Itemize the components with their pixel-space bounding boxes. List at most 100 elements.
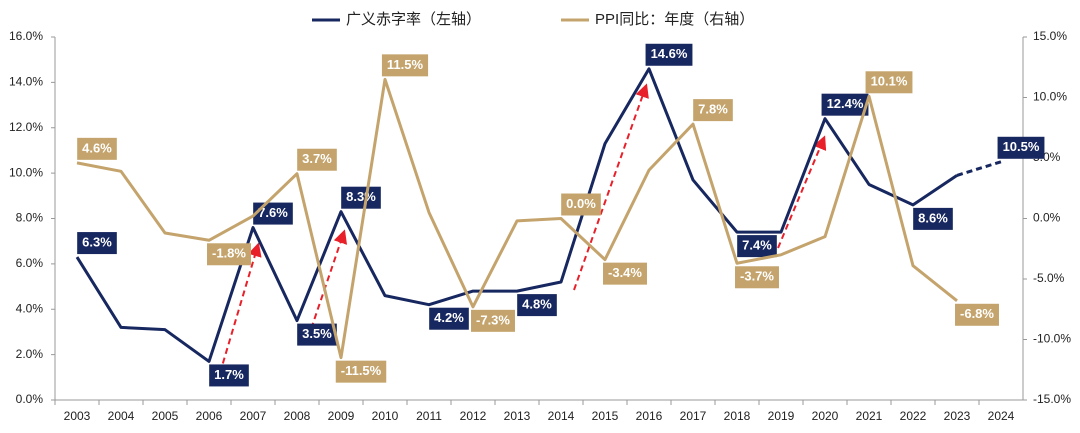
- x-tick-label: 2014: [548, 409, 575, 423]
- data-label-box: [955, 303, 999, 326]
- data-label: 11.5%: [381, 54, 429, 77]
- x-tick-label: 2013: [504, 409, 531, 423]
- data-label-box: [77, 232, 117, 255]
- arrow: [777, 135, 827, 249]
- data-label: -3.4%: [603, 262, 647, 285]
- data-label-box: [381, 54, 429, 77]
- data-label-box: [735, 266, 779, 289]
- data-label-box: [297, 148, 337, 171]
- data-label: 4.8%: [517, 294, 557, 317]
- data-label-box: [77, 137, 117, 160]
- data-label: -1.8%: [207, 243, 251, 266]
- x-tick-label: 2008: [284, 409, 311, 423]
- data-label: 1.7%: [209, 364, 249, 387]
- x-tick-label: 2018: [724, 409, 751, 423]
- data-label-box: [471, 309, 515, 332]
- data-label-box: [913, 207, 953, 230]
- data-label-text: -1.8%: [212, 246, 246, 261]
- data-label-text: 8.3%: [346, 189, 376, 204]
- x-tick-label: 2020: [812, 409, 839, 423]
- data-label-box: [207, 243, 251, 266]
- data-label: 3.5%: [297, 323, 337, 346]
- data-label: -3.7%: [735, 266, 779, 289]
- data-label-text: -11.5%: [341, 363, 382, 378]
- y-tick-label: 6.0%: [16, 256, 44, 270]
- data-label-text: 4.2%: [434, 310, 464, 325]
- data-label-text: 7.6%: [258, 205, 288, 220]
- data-label: 4.6%: [77, 137, 117, 160]
- data-label: -7.3%: [471, 309, 515, 332]
- legend-label: 广义赤字率（左轴）: [346, 11, 481, 28]
- data-label-box: [645, 43, 693, 66]
- data-label-box: [209, 364, 249, 387]
- x-tick-label: 2024: [988, 409, 1015, 423]
- data-label-text: 4.8%: [522, 297, 552, 312]
- series-line: [956, 160, 1002, 177]
- data-label-text: 6.3%: [82, 235, 112, 250]
- y2-tick-label: -5.0%: [1033, 271, 1065, 285]
- data-label-text: 10.1%: [871, 74, 908, 89]
- data-label-box: [517, 294, 557, 317]
- data-label: -6.8%: [955, 303, 999, 326]
- data-label: 8.6%: [913, 207, 953, 230]
- data-label-box: [997, 136, 1045, 159]
- data-label-text: 3.5%: [302, 326, 332, 341]
- arrow: [307, 229, 348, 339]
- data-label-text: 7.4%: [742, 238, 772, 253]
- y-tick-label: 16.0%: [9, 29, 43, 43]
- x-tick-label: 2005: [152, 409, 179, 423]
- legend-label: PPI同比：年度（右轴）: [595, 11, 754, 28]
- y-tick-label: 0.0%: [16, 392, 44, 406]
- data-label-box: [821, 93, 869, 116]
- data-label-text: 10.5%: [1003, 139, 1040, 154]
- data-label-box: [693, 99, 733, 122]
- data-label: 10.5%: [997, 136, 1045, 159]
- data-label-box: [335, 360, 387, 383]
- x-tick-label: 2019: [768, 409, 795, 423]
- data-label: 8.3%: [341, 186, 381, 209]
- data-label-text: -3.4%: [608, 265, 642, 280]
- data-label-text: 7.8%: [698, 102, 728, 117]
- x-tick-label: 2004: [108, 409, 135, 423]
- data-label-text: -7.3%: [476, 312, 510, 327]
- x-tick-label: 2010: [372, 409, 399, 423]
- x-tick-label: 2003: [64, 409, 91, 423]
- y-tick-label: 2.0%: [16, 347, 44, 361]
- y2-tick-label: 10.0%: [1033, 90, 1067, 104]
- y-tick-label: 4.0%: [16, 301, 44, 315]
- data-label-text: 0.0%: [566, 196, 596, 211]
- arrow: [219, 242, 262, 374]
- data-label-text: -6.8%: [960, 306, 994, 321]
- x-tick-label: 2012: [460, 409, 487, 423]
- data-label-text: 4.6%: [82, 140, 112, 155]
- data-label-box: [429, 307, 469, 330]
- x-tick-label: 2015: [592, 409, 619, 423]
- data-label-text: 1.7%: [214, 367, 244, 382]
- data-label: 14.6%: [645, 43, 693, 66]
- data-label: 6.3%: [77, 232, 117, 255]
- data-label-text: 12.4%: [827, 96, 864, 111]
- series-line: [76, 77, 958, 360]
- x-tick-label: 2022: [900, 409, 927, 423]
- y2-tick-label: -15.0%: [1033, 392, 1071, 406]
- x-tick-label: 2016: [636, 409, 663, 423]
- x-tick-label: 2023: [944, 409, 971, 423]
- data-label-text: 3.7%: [302, 151, 332, 166]
- data-label-box: [865, 71, 913, 94]
- y-tick-label: 8.0%: [16, 211, 44, 225]
- data-label: 7.6%: [253, 202, 293, 225]
- trend-arrows: [219, 83, 827, 374]
- data-label: 7.4%: [737, 235, 777, 258]
- x-tick-label: 2017: [680, 409, 707, 423]
- x-tick-label: 2011: [416, 409, 442, 423]
- data-label-box: [603, 262, 647, 285]
- data-label: 10.1%: [865, 71, 913, 94]
- y-tick-label: 10.0%: [9, 165, 43, 179]
- y2-tick-label: 15.0%: [1033, 29, 1067, 43]
- y-tick-label: 12.0%: [9, 120, 43, 134]
- data-label: 12.4%: [821, 93, 869, 116]
- y2-tick-label: -10.0%: [1033, 332, 1071, 346]
- data-label-text: 11.5%: [387, 57, 424, 72]
- x-tick-label: 2006: [196, 409, 223, 423]
